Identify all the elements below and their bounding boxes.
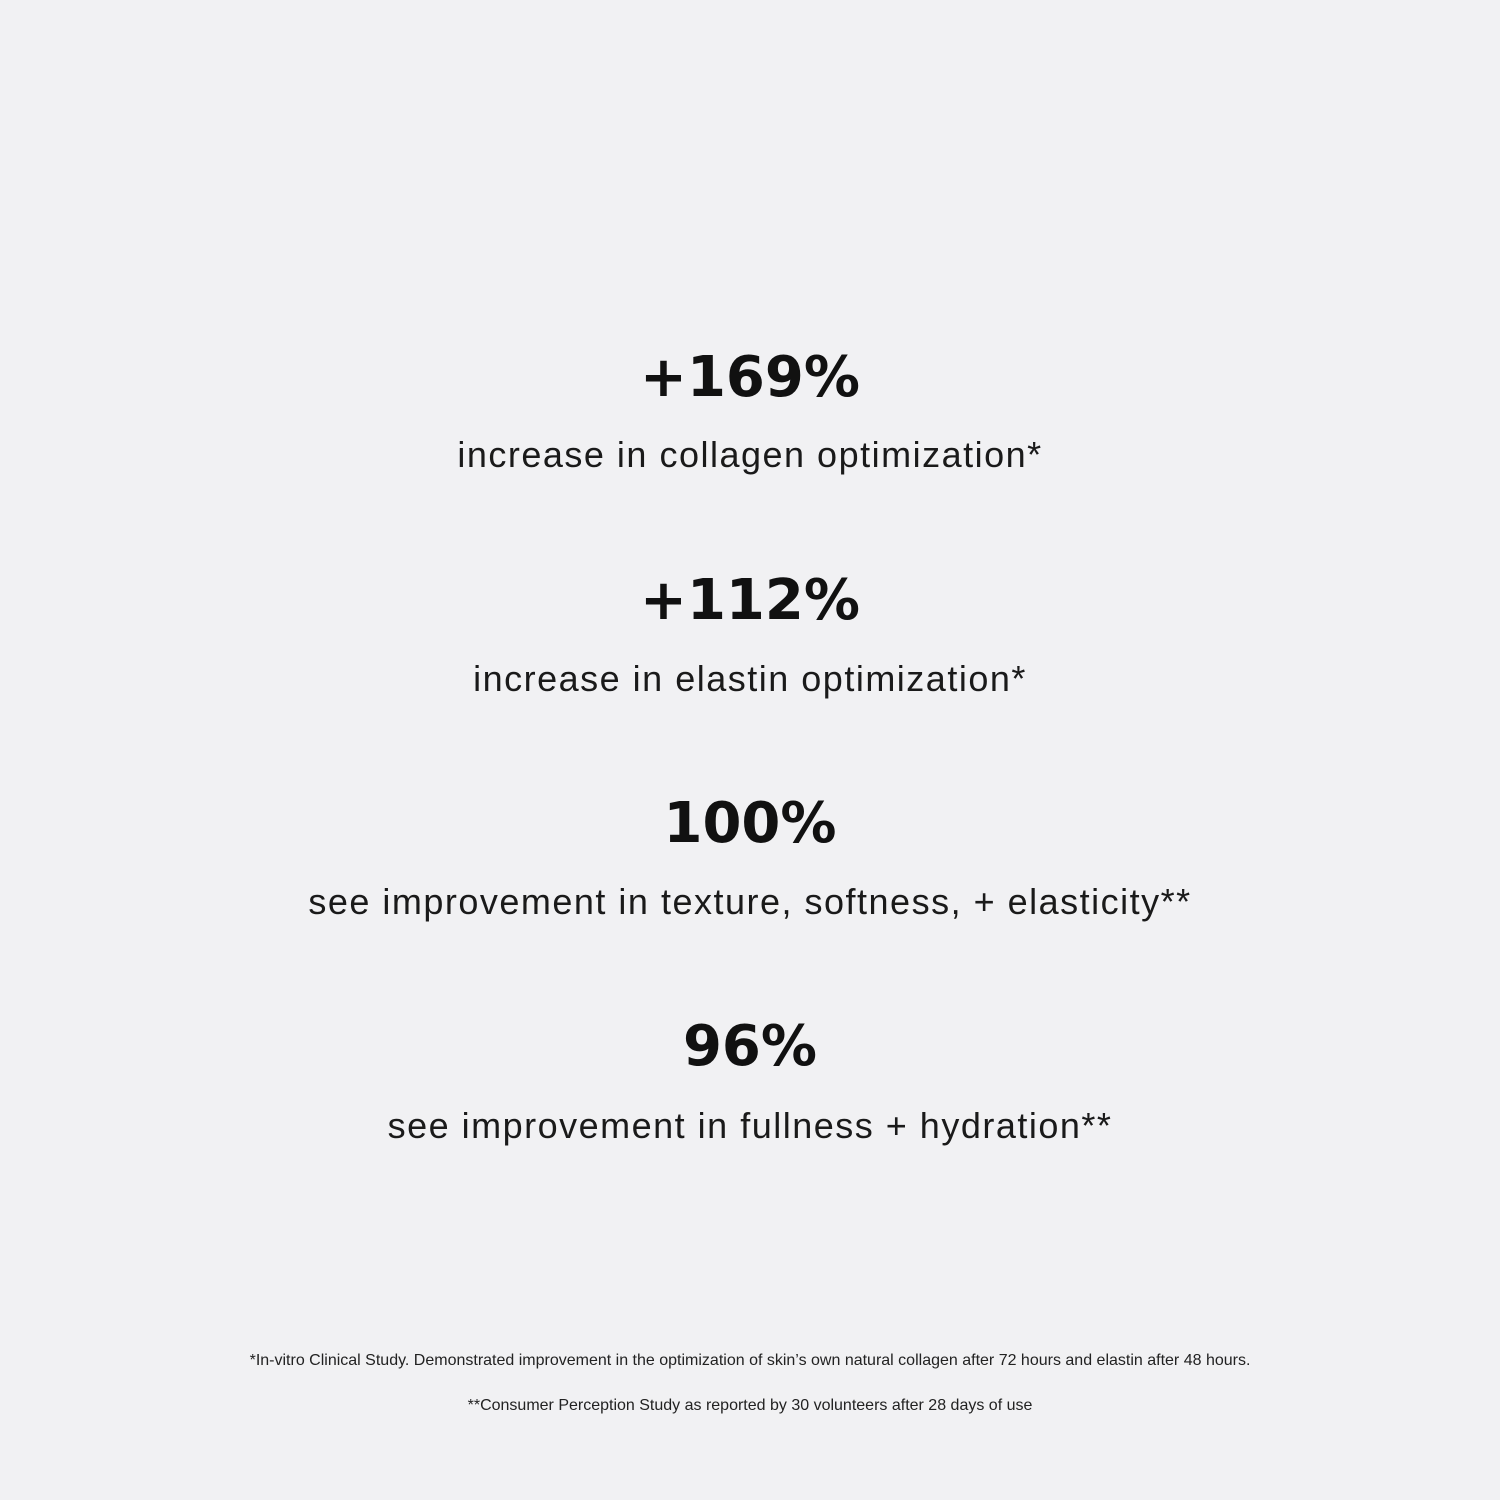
stat-label: increase in collagen optimization* — [457, 434, 1043, 475]
stat-value: 96% — [682, 1014, 818, 1079]
stat-value: +112% — [640, 568, 860, 633]
footnote-consumer-study: **Consumer Perception Study as reported … — [467, 1397, 1033, 1414]
footnote-in-vitro: *In-vitro Clinical Study. Demonstrated i… — [249, 1352, 1251, 1369]
stat-label: see improvement in texture, softness, + … — [308, 881, 1192, 922]
stat-label: increase in elastin optimization* — [473, 658, 1027, 699]
stat-value: 100% — [663, 791, 837, 856]
stat-value: +169% — [640, 345, 860, 410]
stat-label: see improvement in fullness + hydration*… — [387, 1105, 1113, 1146]
